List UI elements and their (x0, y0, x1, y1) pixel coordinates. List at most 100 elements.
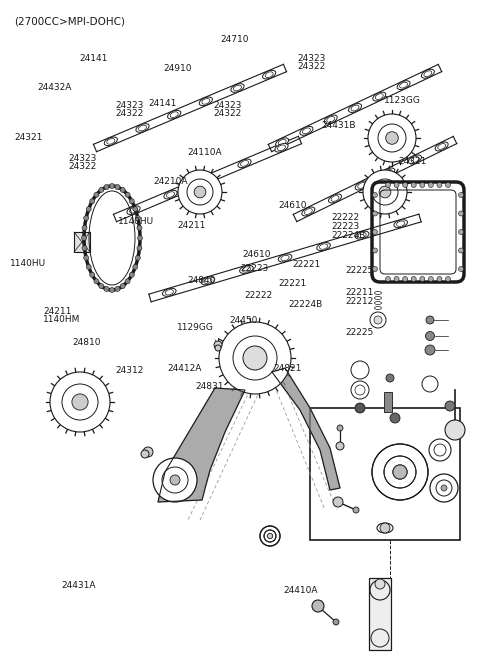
Circle shape (153, 458, 197, 502)
Ellipse shape (358, 183, 366, 189)
Text: 22221: 22221 (278, 279, 307, 288)
Text: 22223: 22223 (331, 222, 360, 231)
Text: 24412A: 24412A (167, 363, 202, 373)
Text: 24312: 24312 (115, 366, 144, 375)
Text: 24211: 24211 (43, 307, 72, 316)
Ellipse shape (317, 242, 330, 250)
Circle shape (50, 372, 110, 432)
Text: 22225: 22225 (346, 265, 374, 275)
Circle shape (458, 193, 464, 197)
Ellipse shape (351, 105, 359, 111)
Text: 1123GG: 1123GG (384, 96, 421, 105)
Circle shape (445, 277, 451, 281)
Ellipse shape (275, 144, 288, 152)
Ellipse shape (277, 145, 286, 151)
Ellipse shape (331, 195, 339, 201)
Circle shape (178, 170, 222, 214)
Ellipse shape (201, 277, 215, 285)
Circle shape (336, 442, 344, 450)
Circle shape (90, 199, 95, 204)
Circle shape (445, 183, 451, 187)
Text: 24322: 24322 (68, 162, 96, 171)
Text: 1140HM: 1140HM (43, 314, 81, 324)
Ellipse shape (328, 194, 341, 203)
Text: 24323: 24323 (115, 101, 144, 111)
Circle shape (109, 183, 115, 189)
Circle shape (372, 211, 377, 216)
Ellipse shape (170, 112, 178, 117)
Text: 24321: 24321 (14, 133, 43, 142)
Circle shape (143, 447, 153, 457)
Circle shape (104, 185, 109, 189)
Ellipse shape (348, 103, 361, 113)
Ellipse shape (278, 254, 292, 262)
Circle shape (445, 401, 455, 411)
Ellipse shape (394, 220, 408, 228)
Text: 22212: 22212 (346, 297, 374, 307)
Circle shape (82, 246, 87, 251)
Ellipse shape (397, 81, 410, 89)
Text: 1140HU: 1140HU (118, 216, 154, 226)
Text: 22211: 22211 (346, 288, 374, 297)
Text: 24810: 24810 (72, 338, 100, 348)
Circle shape (84, 216, 89, 220)
Ellipse shape (424, 71, 432, 77)
Circle shape (337, 425, 343, 431)
Circle shape (94, 279, 99, 284)
Circle shape (428, 183, 433, 187)
Ellipse shape (355, 181, 368, 190)
Circle shape (355, 403, 365, 413)
Circle shape (437, 183, 442, 187)
Circle shape (428, 277, 433, 281)
Ellipse shape (238, 159, 251, 167)
Ellipse shape (304, 209, 312, 214)
Ellipse shape (396, 221, 405, 226)
Circle shape (393, 465, 407, 479)
Circle shape (353, 507, 359, 513)
Text: 24410A: 24410A (283, 586, 318, 595)
Circle shape (194, 186, 206, 198)
Circle shape (403, 183, 408, 187)
Polygon shape (158, 388, 245, 502)
Ellipse shape (384, 169, 392, 175)
Ellipse shape (278, 140, 286, 145)
Circle shape (86, 264, 91, 269)
Ellipse shape (240, 265, 253, 273)
Circle shape (375, 579, 385, 589)
Ellipse shape (324, 115, 337, 124)
Circle shape (372, 193, 377, 197)
Circle shape (379, 186, 391, 198)
Circle shape (312, 600, 324, 612)
Ellipse shape (281, 256, 289, 261)
Circle shape (420, 183, 425, 187)
Circle shape (394, 277, 399, 281)
Ellipse shape (165, 289, 173, 295)
Circle shape (109, 287, 115, 293)
Circle shape (243, 346, 267, 370)
Circle shape (363, 170, 407, 214)
Text: 24610: 24610 (278, 201, 307, 210)
Ellipse shape (320, 244, 328, 250)
Circle shape (125, 279, 130, 284)
Circle shape (135, 216, 140, 220)
Circle shape (84, 256, 89, 260)
Ellipse shape (164, 190, 177, 199)
Text: 1140HU: 1140HU (10, 259, 46, 268)
Ellipse shape (408, 155, 421, 164)
Ellipse shape (411, 157, 419, 162)
Ellipse shape (265, 72, 273, 77)
Ellipse shape (358, 232, 366, 238)
Bar (74, 232, 90, 252)
Ellipse shape (163, 289, 176, 297)
Circle shape (411, 277, 416, 281)
Circle shape (445, 420, 465, 440)
Text: 24821: 24821 (274, 363, 302, 373)
Text: 24321: 24321 (398, 157, 427, 166)
Circle shape (386, 374, 394, 382)
Text: 22222: 22222 (331, 213, 360, 222)
Text: 24831: 24831 (196, 382, 224, 391)
Circle shape (125, 192, 130, 197)
Ellipse shape (355, 231, 369, 239)
Circle shape (458, 211, 464, 216)
Ellipse shape (276, 138, 288, 147)
